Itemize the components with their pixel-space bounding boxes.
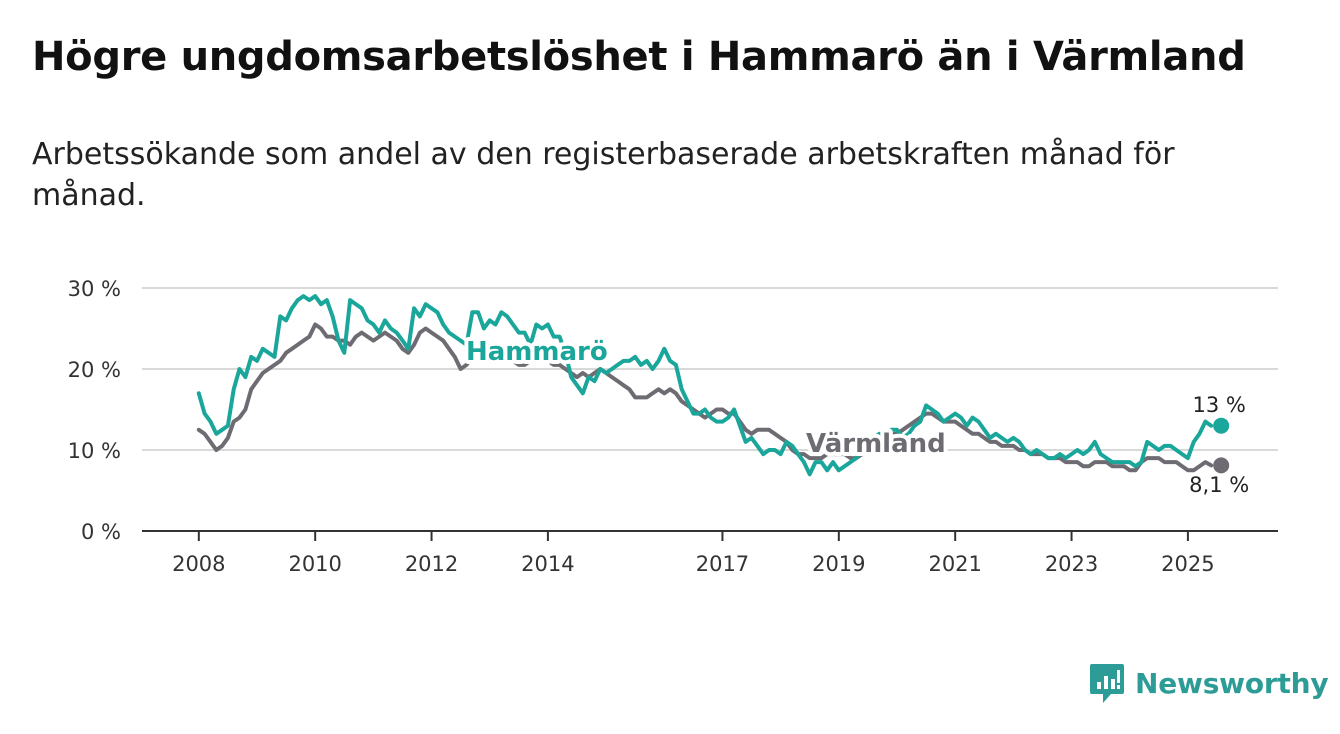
x-tick-label: 2019 [812,552,865,576]
series-lines [196,294,1230,477]
x-tick-label: 2014 [521,552,574,576]
series-line-hammaro [196,294,1214,477]
x-tick-label: 2008 [172,552,225,576]
y-tick-label: 30 % [68,277,121,301]
y-tick-label: 20 % [68,358,121,382]
gridlines [142,287,1278,451]
end-dot-hammaro [1213,417,1230,434]
x-tick-label: 2012 [405,552,458,576]
axes: 0 % 10 % 20 % 30 % 2008 2010 2012 2014 2017 2019 2… [68,277,1278,576]
series-label-varmland: Värmland [806,429,946,459]
x-tick-label: 2023 [1045,552,1098,576]
end-label-hammaro: 13 % [1193,393,1246,417]
x-tick-label: 2025 [1161,552,1214,576]
series-label-hammaro: Hammarö [466,337,608,367]
x-tick-label: 2010 [288,552,341,576]
newsworthy-logo-icon [1090,664,1124,703]
series-line-varmland [196,322,1214,473]
brand: Newsworthy [1089,660,1329,706]
brand-name: Newsworthy [1135,666,1329,700]
series-labels: 13 % 8,1 % Hammarö Värmland [462,333,1249,497]
x-tick-label: 2021 [928,552,981,576]
chart-title: Högre ungdomsarbetslöshet i Hammarö än i… [32,34,1246,80]
y-tick-label: 0 % [81,520,121,544]
x-tick-label: 2017 [696,552,749,576]
end-label-varmland: 8,1 % [1189,473,1249,497]
chart-subtitle: Arbetssökande som andel av den registerb… [32,137,1175,213]
end-dot-varmland [1213,457,1230,474]
y-tick-label: 10 % [68,439,121,463]
